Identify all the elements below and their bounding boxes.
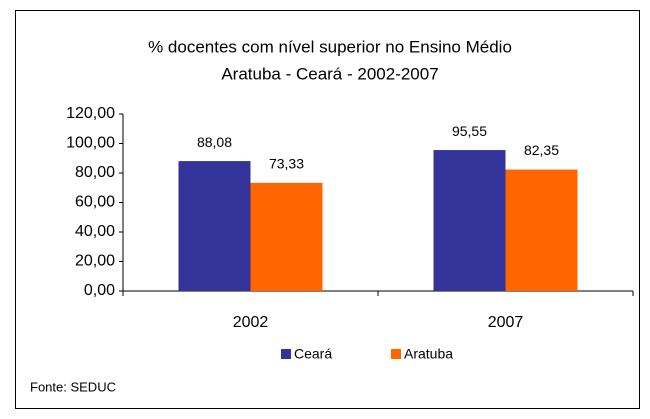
legend-swatch <box>391 349 401 359</box>
y-tick-label: 0,00 <box>84 282 115 299</box>
y-tick-label: 60,00 <box>75 194 115 211</box>
chart-subtitle: Aratuba - Ceará - 2002-2007 <box>221 64 438 83</box>
bar <box>505 169 578 291</box>
y-tick-label: 40,00 <box>75 223 115 240</box>
y-tick-label: 80,00 <box>75 164 115 181</box>
data-label: 95,55 <box>452 123 487 139</box>
x-tick-label: 2002 <box>233 314 269 331</box>
legend-label: Aratuba <box>404 346 453 362</box>
bar <box>433 150 506 291</box>
source-note: Fonte: SEDUC <box>30 379 116 394</box>
y-tick-label: 100,00 <box>66 135 115 152</box>
chart-title: % docentes com nível superior no Ensino … <box>148 37 512 56</box>
x-tick-label: 2007 <box>488 314 524 331</box>
bar <box>250 182 323 291</box>
legend-swatch <box>281 349 291 359</box>
data-label: 82,35 <box>524 142 559 158</box>
y-tick-label: 120,00 <box>66 105 115 122</box>
y-tick-label: 20,00 <box>75 253 115 270</box>
data-label: 73,33 <box>269 156 304 172</box>
data-label: 88,08 <box>197 134 232 150</box>
bar <box>178 161 251 291</box>
legend-label: Ceará <box>294 346 332 362</box>
